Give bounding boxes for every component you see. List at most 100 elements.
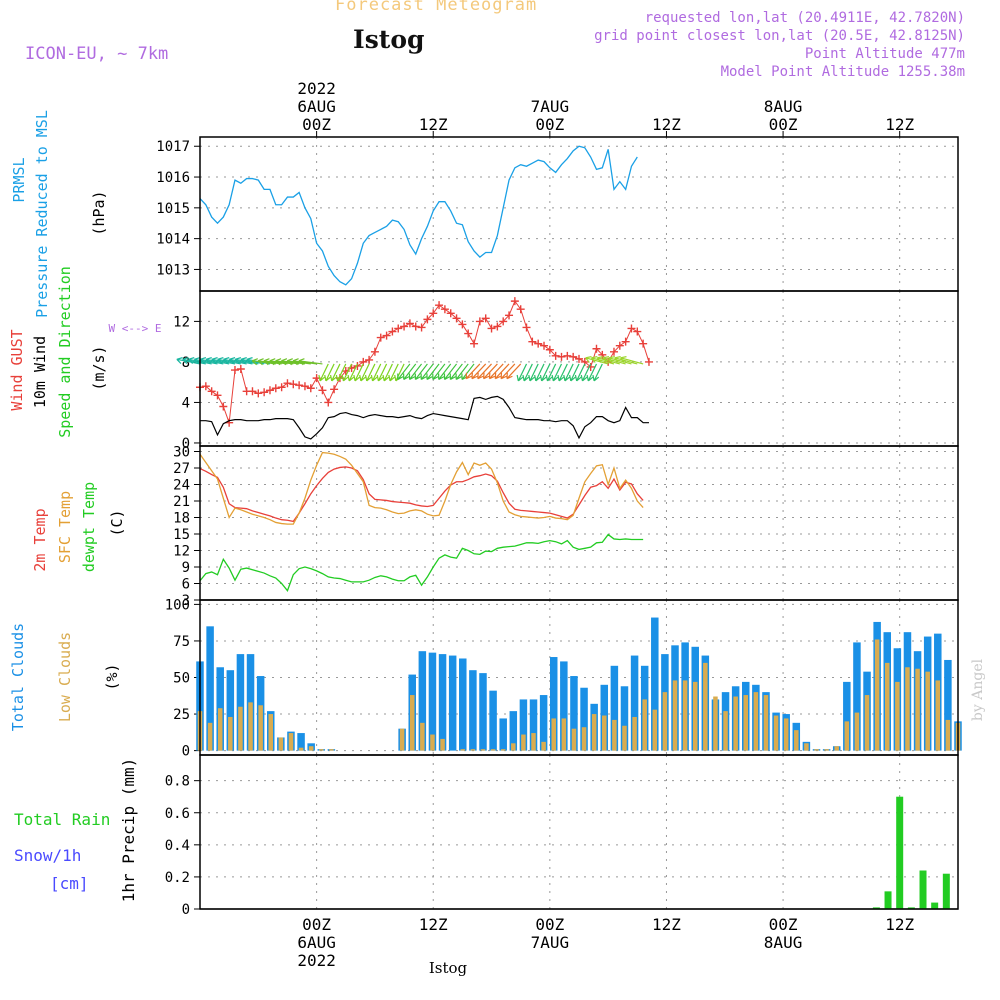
gust-point xyxy=(324,398,333,407)
gust-point xyxy=(382,331,391,340)
low-cloud-bar xyxy=(308,746,314,751)
low-cloud-bar xyxy=(844,721,850,751)
top-time-label: 12Z xyxy=(652,115,681,134)
wind-direction-arrow xyxy=(335,363,347,382)
gust-point xyxy=(318,386,327,395)
y-tick-label: 0.4 xyxy=(165,838,190,854)
low-cloud-bar xyxy=(915,668,920,751)
gust-point xyxy=(639,339,648,348)
wind-direction-arrow xyxy=(199,357,224,365)
wind-direction-arrow xyxy=(359,363,370,382)
wind-direction-arrow xyxy=(353,363,364,382)
y-tick-label: 30 xyxy=(173,445,190,461)
gust-point xyxy=(330,385,339,394)
low-cloud-bar xyxy=(591,714,597,751)
y-tick-label: 3 xyxy=(182,593,190,609)
top-time-label: 6AUG xyxy=(297,97,336,116)
wind-direction-arrow xyxy=(522,363,533,382)
wind-direction-arrow xyxy=(483,363,498,380)
total-cloud-bar xyxy=(651,617,659,751)
gust-point xyxy=(394,324,403,333)
y-tick-label: 100 xyxy=(165,597,190,613)
wind-direction-arrow xyxy=(494,363,510,380)
y-tick-label: 0 xyxy=(182,436,190,452)
wind-direction-arrow xyxy=(329,363,341,382)
y-tick-label: 75 xyxy=(173,634,190,650)
total-cloud-bar xyxy=(519,699,528,751)
wind-label: 10m Wind xyxy=(31,336,49,408)
y-tick-label: 1017 xyxy=(156,139,190,155)
y-tick-label: 1015 xyxy=(156,201,190,217)
wind-direction-arrow xyxy=(211,357,236,365)
gust-point xyxy=(551,351,560,360)
low-cloud-bar xyxy=(763,695,769,751)
low-cloud-bar xyxy=(278,737,284,751)
gust-point xyxy=(493,322,502,331)
y-tick-label: 0.2 xyxy=(165,870,190,886)
wind-direction-arrow xyxy=(324,363,335,382)
wind-direction-arrow xyxy=(465,363,481,380)
gust-point xyxy=(499,317,508,326)
low-cloud-bar xyxy=(430,734,435,751)
sfc-temp-label: SFC Temp xyxy=(56,491,74,563)
product-title: Forecast Meteogram xyxy=(335,0,538,15)
wind-direction-arrow xyxy=(477,363,492,380)
y-tick-label: 0 xyxy=(182,744,190,760)
gust-point xyxy=(563,351,572,360)
wind-direction-arrow xyxy=(534,363,545,382)
gust-point xyxy=(295,381,304,390)
low-cloud-bar xyxy=(834,746,839,751)
pressure-unit: (hPa) xyxy=(90,190,108,235)
wind-direction-arrow xyxy=(539,363,551,382)
gust-point xyxy=(440,305,449,314)
total-cloud-bar xyxy=(610,665,619,751)
wind-direction-arrow xyxy=(193,357,218,365)
bottom-time-label: 6AUG xyxy=(297,933,336,952)
y-tick-label: 21 xyxy=(173,494,190,510)
gust-point xyxy=(545,345,554,354)
gust-point xyxy=(248,387,257,396)
wind-direction-arrow xyxy=(455,363,469,381)
total-cloud-bar xyxy=(206,626,214,751)
gust-point xyxy=(522,323,531,332)
gust-point xyxy=(446,309,455,318)
wind-direction-arrow xyxy=(590,356,615,365)
wind-direction-arrow xyxy=(506,363,522,380)
temp-2m-label: 2m Temp xyxy=(31,508,49,571)
y-tick-label: 6 xyxy=(182,577,190,593)
wind-direction-arrow xyxy=(574,363,586,382)
low-cloud-bar xyxy=(783,718,789,751)
total-cloud-bar xyxy=(469,670,477,751)
y-tick-label: 12 xyxy=(173,314,190,330)
wind-direction-arrow xyxy=(592,363,603,382)
model-label: ICON-EU, ~ 7km xyxy=(25,44,169,64)
low-cloud-bar xyxy=(642,699,647,751)
low-cloud-bar xyxy=(632,716,637,751)
gust-point xyxy=(557,352,566,361)
low-cloud-bar xyxy=(480,749,486,751)
bottom-time-label: 12Z xyxy=(885,915,914,934)
total-cloud-bar xyxy=(529,699,538,751)
gust-point xyxy=(306,384,315,393)
total-cloud-bar xyxy=(630,655,639,751)
total-cloud-bar xyxy=(620,686,629,751)
wind-direction-arrow xyxy=(217,357,241,365)
wind-direction-arrow xyxy=(602,356,626,365)
wind-direction-arrow xyxy=(620,356,644,365)
low-cloud-bar xyxy=(511,743,516,751)
low-cloud-bar xyxy=(804,743,809,751)
total-cloud-bar xyxy=(297,733,305,751)
low-cloud-bar xyxy=(288,733,294,751)
gust-point xyxy=(388,327,397,336)
y-tick-label: 1014 xyxy=(156,232,190,248)
wind-direction-arrow xyxy=(545,363,557,382)
low-cloud-bar xyxy=(622,725,627,751)
low-cloud-bar xyxy=(581,727,587,751)
temp-panel-frame xyxy=(199,445,959,601)
low-cloud-bar xyxy=(319,749,324,751)
gust-point xyxy=(300,382,309,391)
wind-direction-arrow xyxy=(376,363,388,382)
gust-point xyxy=(609,347,618,356)
rain-bar xyxy=(942,873,950,909)
total-cloud-bar xyxy=(226,670,235,751)
